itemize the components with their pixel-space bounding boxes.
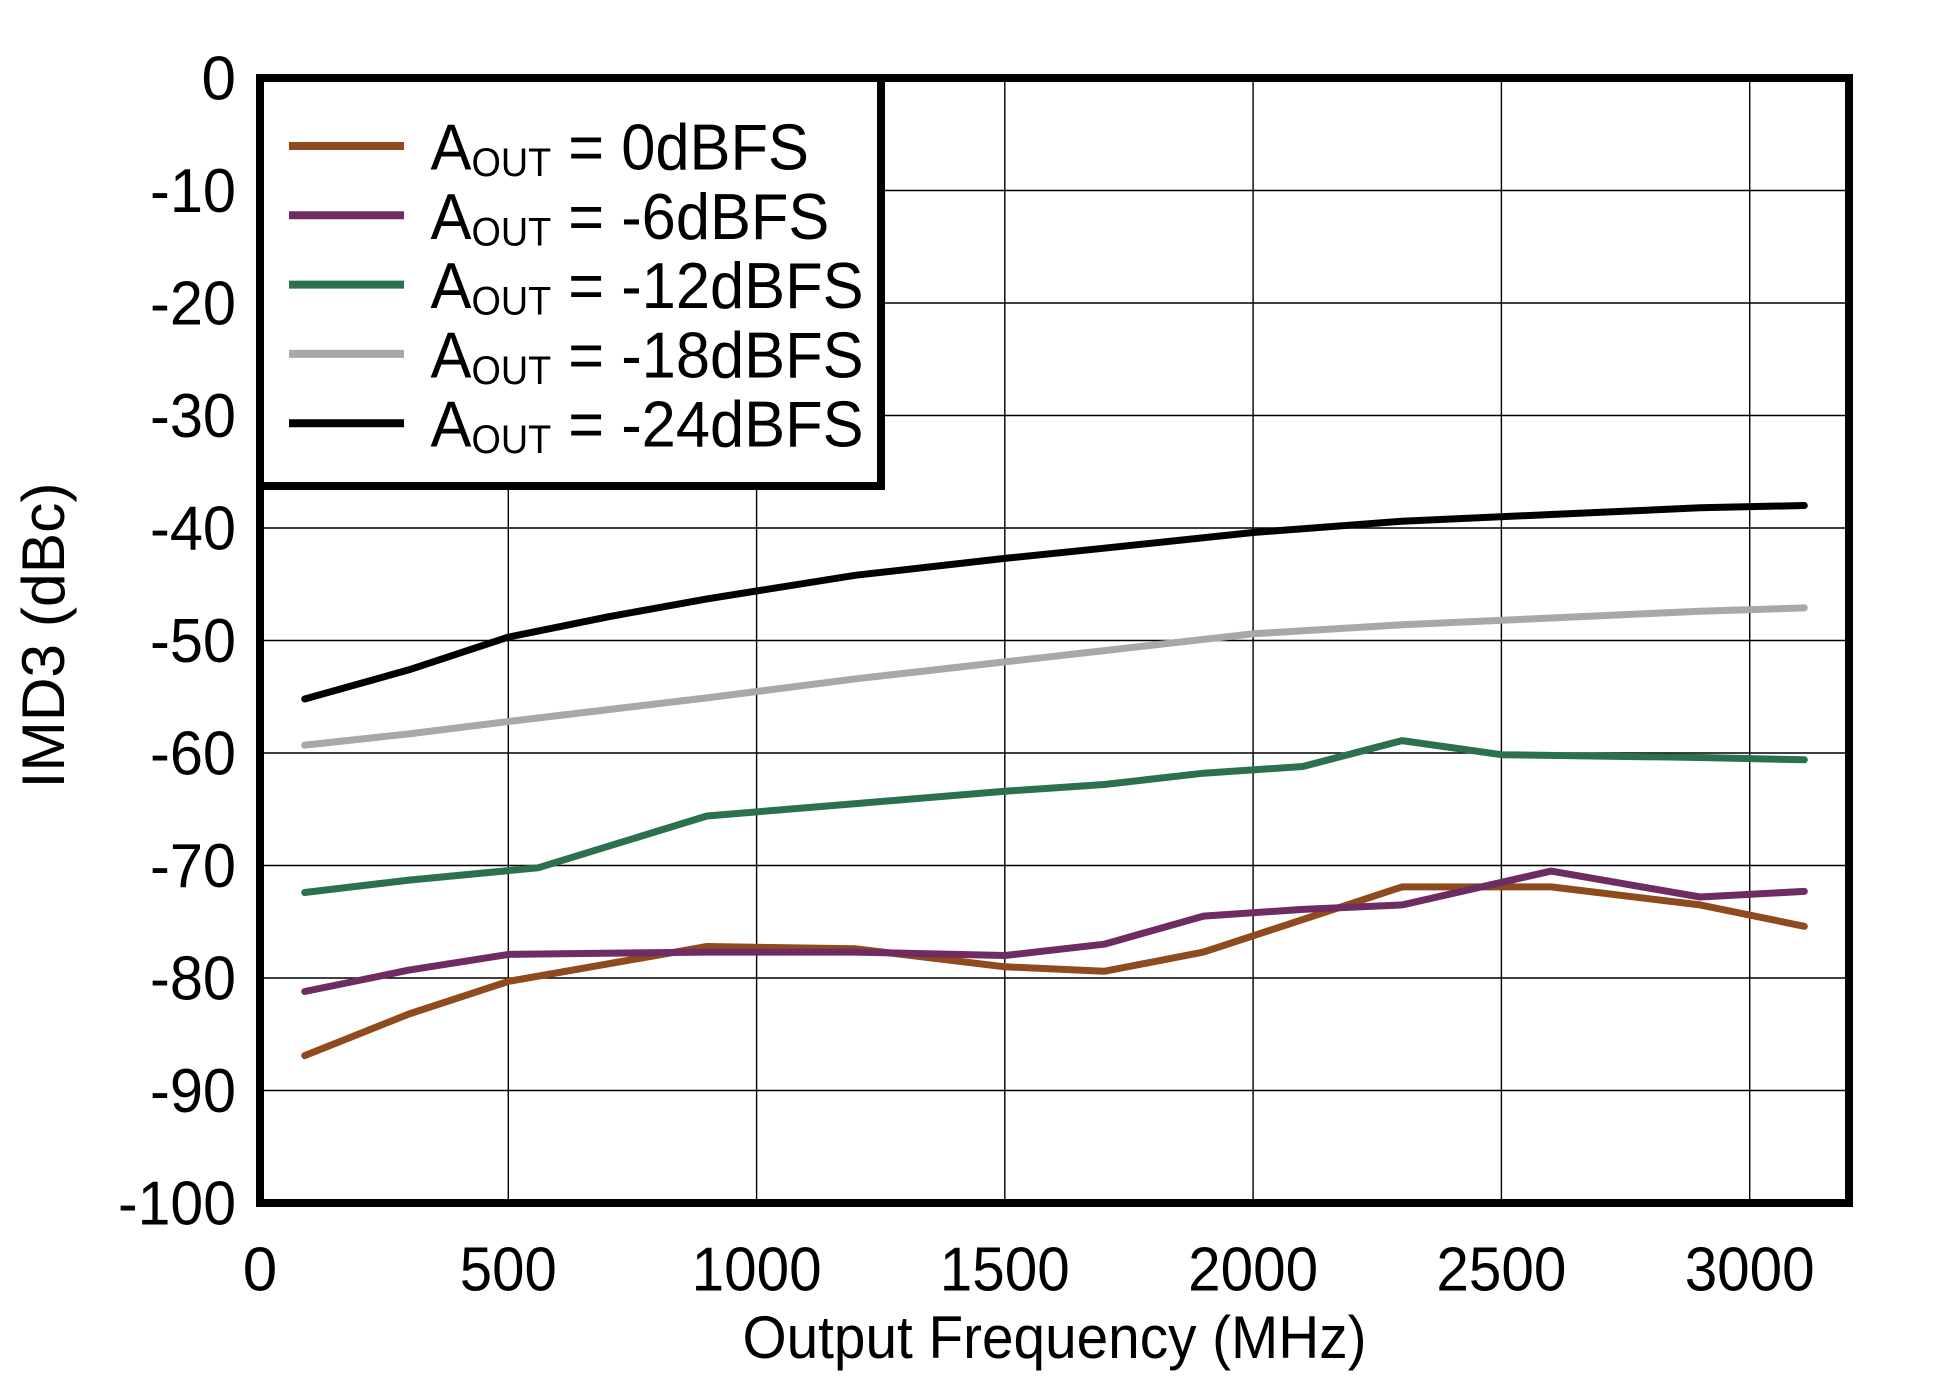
svg-text:-70: -70	[150, 832, 236, 901]
svg-text:-90: -90	[150, 1057, 236, 1126]
svg-text:2500: 2500	[1436, 1236, 1566, 1305]
svg-text:IMD3 (dBc): IMD3 (dBc)	[10, 483, 77, 789]
svg-text:3000: 3000	[1685, 1236, 1815, 1305]
svg-text:-100: -100	[118, 1170, 236, 1239]
svg-text:0: 0	[202, 45, 236, 114]
svg-text:-10: -10	[150, 157, 236, 226]
svg-text:1500: 1500	[940, 1236, 1070, 1305]
svg-text:2000: 2000	[1188, 1236, 1318, 1305]
svg-text:-20: -20	[150, 270, 236, 339]
svg-text:AOUT = -6dBFS: AOUT = -6dBFS	[431, 181, 830, 254]
svg-text:1000: 1000	[692, 1236, 822, 1305]
svg-text:-60: -60	[150, 720, 236, 789]
svg-text:-40: -40	[150, 495, 236, 564]
svg-text:500: 500	[460, 1236, 557, 1305]
svg-text:AOUT = -18dBFS: AOUT = -18dBFS	[431, 320, 864, 393]
svg-text:AOUT = -24dBFS: AOUT = -24dBFS	[431, 389, 864, 462]
svg-text:-30: -30	[150, 382, 236, 451]
svg-text:Output Frequency (MHz): Output Frequency (MHz)	[743, 1304, 1367, 1371]
svg-text:-50: -50	[150, 607, 236, 676]
svg-text:AOUT = -12dBFS: AOUT = -12dBFS	[431, 251, 864, 324]
svg-text:-80: -80	[150, 945, 236, 1014]
svg-text:0: 0	[243, 1236, 277, 1305]
